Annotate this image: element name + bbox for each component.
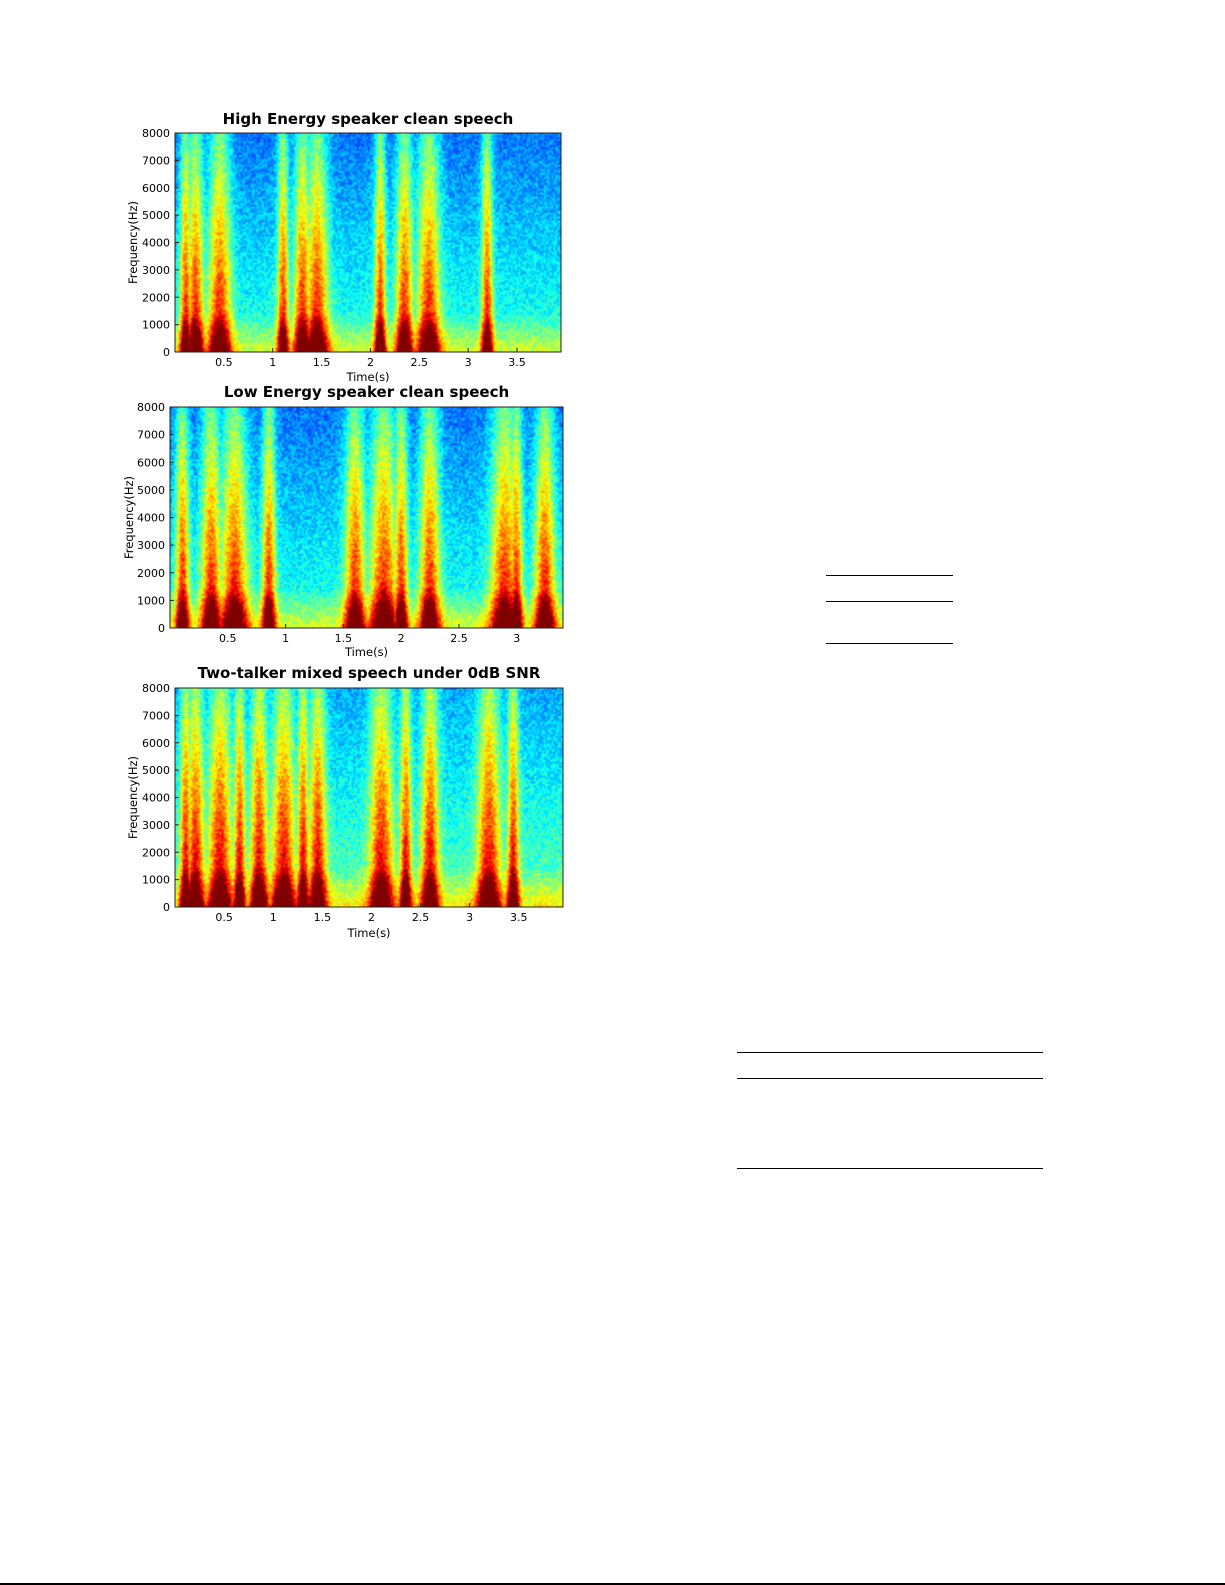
spectrogram-image-3 [175, 688, 563, 907]
x-tick-label: 3 [465, 356, 472, 369]
x-tick-label: 1 [269, 356, 276, 369]
table-rule-2-bottom [737, 1168, 1043, 1169]
y-tick-label: 1000 [142, 874, 170, 887]
x-tick-label: 1.5 [335, 632, 353, 645]
x-tick-label: 0.5 [219, 632, 237, 645]
y-tick-label: 0 [158, 622, 165, 635]
spectrogram-image-2 [170, 407, 563, 628]
chart-title: Low Energy speaker clean speech [224, 383, 509, 401]
y-tick-label: 4000 [142, 237, 170, 250]
x-tick-label: 2.5 [450, 632, 468, 645]
spectrogram-panel-2: Low Energy speaker clean speech 0.5 1 1.5 2 2… [122, 383, 564, 659]
x-tick-label: 3.5 [508, 356, 526, 369]
y-tick-label: 6000 [137, 456, 165, 469]
y-tick-label: 6000 [142, 737, 170, 750]
x-tick-label: 1.5 [314, 911, 332, 924]
y-tick-label: 7000 [137, 429, 165, 442]
x-axis-label: Time(s) [344, 645, 388, 659]
y-axis-label: Frequency(Hz) [126, 201, 140, 284]
y-tick-label: 1000 [142, 319, 170, 332]
y-tick-label: 5000 [142, 209, 170, 222]
x-tick-label: 3.5 [510, 911, 528, 924]
y-tick-label: 8000 [142, 682, 170, 695]
y-tick-label: 8000 [137, 401, 165, 414]
spectrogram-image-1 [175, 133, 561, 352]
x-tick-label: 1.5 [313, 356, 331, 369]
y-tick-label: 1000 [137, 594, 165, 607]
table-rule-2-top [737, 1052, 1043, 1053]
y-axis-label: Frequency(Hz) [126, 756, 140, 839]
chart-title: Two-talker mixed speech under 0dB SNR [198, 664, 541, 682]
x-tick-label: 2.5 [412, 911, 430, 924]
y-tick-label: 4000 [142, 792, 170, 805]
x-tick-label: 3 [466, 911, 473, 924]
table-rule-1-top [826, 575, 953, 576]
y-tick-label: 3000 [142, 264, 170, 277]
y-tick-label: 2000 [142, 846, 170, 859]
y-tick-label: 0 [163, 346, 170, 359]
y-tick-label: 5000 [142, 764, 170, 777]
y-tick-label: 0 [163, 901, 170, 914]
y-tick-label: 3000 [137, 539, 165, 552]
y-tick-label: 6000 [142, 182, 170, 195]
y-tick-label: 2000 [142, 291, 170, 304]
spectrogram-panel-3: Two-talker mixed speech under 0dB SNR 0.5… [126, 664, 564, 940]
table-rule-1-mid [826, 601, 953, 602]
table-rule-2-mid [737, 1078, 1043, 1079]
x-axis-label: Time(s) [346, 926, 390, 940]
y-tick-label: 8000 [142, 127, 170, 140]
y-tick-label: 4000 [137, 512, 165, 525]
x-tick-label: 2 [398, 632, 405, 645]
table-rule-1-bottom [826, 643, 953, 644]
y-axis-label: Frequency(Hz) [122, 476, 136, 559]
y-tick-label: 2000 [137, 567, 165, 580]
x-tick-label: 2 [367, 356, 374, 369]
x-tick-label: 0.5 [215, 911, 233, 924]
y-tick-label: 7000 [142, 154, 170, 167]
x-tick-label: 3 [513, 632, 520, 645]
x-tick-label: 1 [270, 911, 277, 924]
y-tick-label: 5000 [137, 484, 165, 497]
chart-title: High Energy speaker clean speech [223, 110, 514, 128]
page-footer-rule [0, 1583, 1225, 1585]
spectrogram-panel-1: High Energy speaker clean speech 0.5 1 1.5 2… [126, 110, 562, 384]
x-tick-label: 0.5 [215, 356, 233, 369]
y-tick-label: 7000 [142, 709, 170, 722]
x-tick-label: 2.5 [411, 356, 429, 369]
x-axis-label: Time(s) [345, 370, 389, 384]
x-tick-label: 2 [368, 911, 375, 924]
y-tick-label: 3000 [142, 819, 170, 832]
x-tick-label: 1 [282, 632, 289, 645]
